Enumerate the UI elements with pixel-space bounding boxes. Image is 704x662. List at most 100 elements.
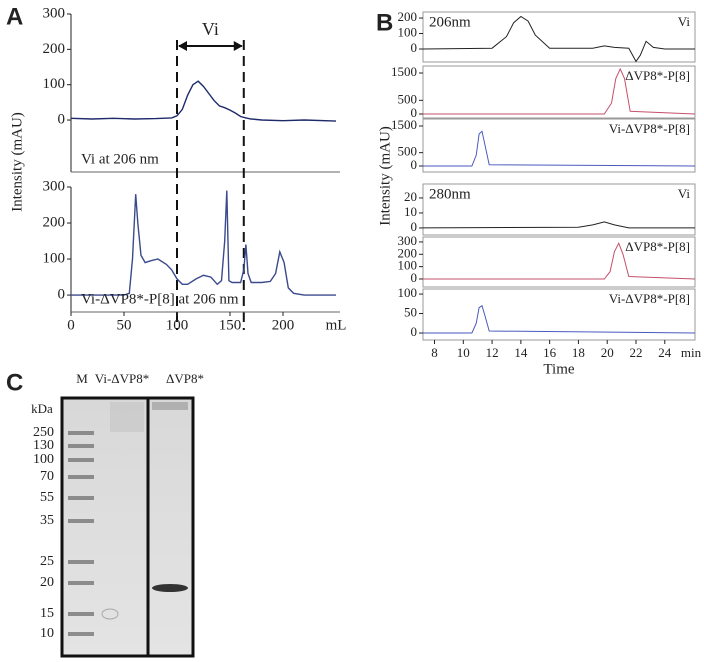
y-tick-label: 1500 bbox=[391, 117, 417, 132]
y-tick-label: 100 bbox=[43, 250, 66, 266]
ladder-band bbox=[68, 632, 94, 636]
y-tick-label: 100 bbox=[43, 76, 66, 92]
frame bbox=[422, 288, 696, 341]
ladder-band bbox=[68, 612, 94, 616]
y-tick-label: 300 bbox=[43, 178, 66, 194]
range-label: Vi bbox=[202, 19, 219, 39]
gel-band bbox=[152, 584, 188, 592]
y-tick-label: 10 bbox=[404, 204, 417, 219]
marker-label: 20 bbox=[40, 575, 54, 590]
marker-label: 70 bbox=[40, 469, 54, 484]
marker-label: 250 bbox=[33, 425, 54, 440]
y-tick-label: 50 bbox=[404, 305, 417, 320]
y-axis-label: Intensity (mAU) bbox=[9, 112, 25, 212]
gel-well bbox=[152, 402, 188, 410]
marker-label: 130 bbox=[33, 438, 54, 453]
trace bbox=[423, 67, 696, 115]
x-tick-label: 18 bbox=[572, 345, 585, 360]
marker-label: 15 bbox=[40, 606, 54, 621]
y-tick-label: 0 bbox=[58, 111, 66, 127]
gel-spot bbox=[101, 608, 119, 620]
trace bbox=[423, 130, 696, 167]
ladder-band bbox=[68, 475, 94, 479]
trace bbox=[422, 221, 695, 229]
panel-label: B bbox=[376, 9, 393, 36]
frame bbox=[422, 65, 696, 119]
trace bbox=[71, 190, 336, 296]
lane-label: ΔVP8* bbox=[166, 371, 204, 386]
x-tick-label: 50 bbox=[117, 317, 132, 333]
y-tick-label: 200 bbox=[398, 245, 418, 260]
x-tick-label: 10 bbox=[457, 345, 470, 360]
trace bbox=[422, 15, 695, 63]
panel-label: C bbox=[6, 369, 23, 396]
lane-label: M bbox=[76, 371, 88, 386]
x-axis-unit: min bbox=[681, 345, 702, 360]
x-tick-label: 150 bbox=[219, 317, 242, 333]
ladder-band bbox=[68, 581, 94, 585]
x-tick-label: 22 bbox=[629, 345, 642, 360]
y-tick-label: 500 bbox=[398, 91, 418, 106]
frame bbox=[422, 183, 696, 236]
y-tick-label: 0 bbox=[411, 324, 418, 339]
wavelength: 206nm bbox=[429, 14, 471, 30]
trace bbox=[70, 80, 337, 122]
y-tick-label: 200 bbox=[43, 41, 66, 57]
x-tick-label: 16 bbox=[543, 345, 557, 360]
y-tick-label: 100 bbox=[398, 25, 418, 40]
x-tick-label: 20 bbox=[601, 345, 614, 360]
y-tick-label: 1500 bbox=[391, 64, 417, 79]
y-tick-label: 0 bbox=[411, 219, 418, 234]
trace-label: Vi bbox=[678, 186, 691, 201]
marker-label: 35 bbox=[40, 513, 54, 528]
x-tick-label: 0 bbox=[67, 317, 75, 333]
y-tick-label: 200 bbox=[43, 214, 66, 230]
wavelength: 280nm bbox=[429, 186, 471, 202]
y-tick-label: 0 bbox=[411, 40, 418, 55]
ladder-band bbox=[68, 444, 94, 448]
annotation: Vi at 206 nm bbox=[81, 151, 159, 167]
lane-label: Vi-ΔVP8* bbox=[95, 371, 150, 386]
y-tick-label: 300 bbox=[398, 233, 418, 248]
annotation: Vi-ΔVP8*-P[8] at 206 nm bbox=[81, 291, 239, 307]
y-tick-label: 100 bbox=[398, 285, 418, 300]
trace-label: Vi-ΔVP8*-P[8] bbox=[609, 291, 690, 306]
x-tick-label: 14 bbox=[514, 345, 528, 360]
trace-label: ΔVP8*-P[8] bbox=[625, 239, 690, 254]
gel bbox=[60, 396, 195, 658]
y-tick-label: 20 bbox=[404, 189, 417, 204]
y-axis-label: Intensity (mAU) bbox=[377, 126, 393, 226]
ladder-band bbox=[68, 519, 94, 523]
marker-label: 100 bbox=[33, 452, 54, 467]
y-tick-label: 200 bbox=[398, 9, 418, 24]
y-tick-label: 0 bbox=[411, 270, 418, 285]
x-tick-label: 100 bbox=[166, 317, 189, 333]
frame bbox=[422, 118, 696, 173]
trace-label: Vi bbox=[678, 14, 691, 29]
y-tick-label: 0 bbox=[411, 105, 418, 120]
ladder-band bbox=[68, 496, 94, 500]
trace-label: ΔVP8*-P[8] bbox=[625, 68, 690, 83]
y-tick-label: 0 bbox=[58, 287, 66, 303]
panel-label: A bbox=[6, 3, 23, 30]
marker-label: 55 bbox=[40, 490, 54, 505]
marker-label: 10 bbox=[40, 626, 54, 641]
trace-label: Vi-ΔVP8*-P[8] bbox=[609, 121, 690, 136]
x-tick-label: 8 bbox=[431, 345, 438, 360]
y-tick-label: 0 bbox=[411, 157, 418, 172]
x-tick-label: 12 bbox=[486, 345, 499, 360]
x-tick-label: 24 bbox=[658, 345, 672, 360]
y-tick-label: 300 bbox=[43, 5, 66, 21]
marker-label: 25 bbox=[40, 554, 54, 569]
ladder-band bbox=[68, 458, 94, 462]
kda-label: kDa bbox=[31, 401, 53, 416]
y-tick-label: 100 bbox=[398, 258, 418, 273]
gel-smear bbox=[110, 402, 144, 432]
x-axis-unit: mL bbox=[326, 317, 347, 333]
ladder-band bbox=[68, 431, 94, 435]
x-tick-label: 200 bbox=[272, 317, 295, 333]
y-tick-label: 500 bbox=[398, 144, 418, 159]
trace bbox=[423, 304, 696, 334]
frame bbox=[422, 11, 696, 63]
